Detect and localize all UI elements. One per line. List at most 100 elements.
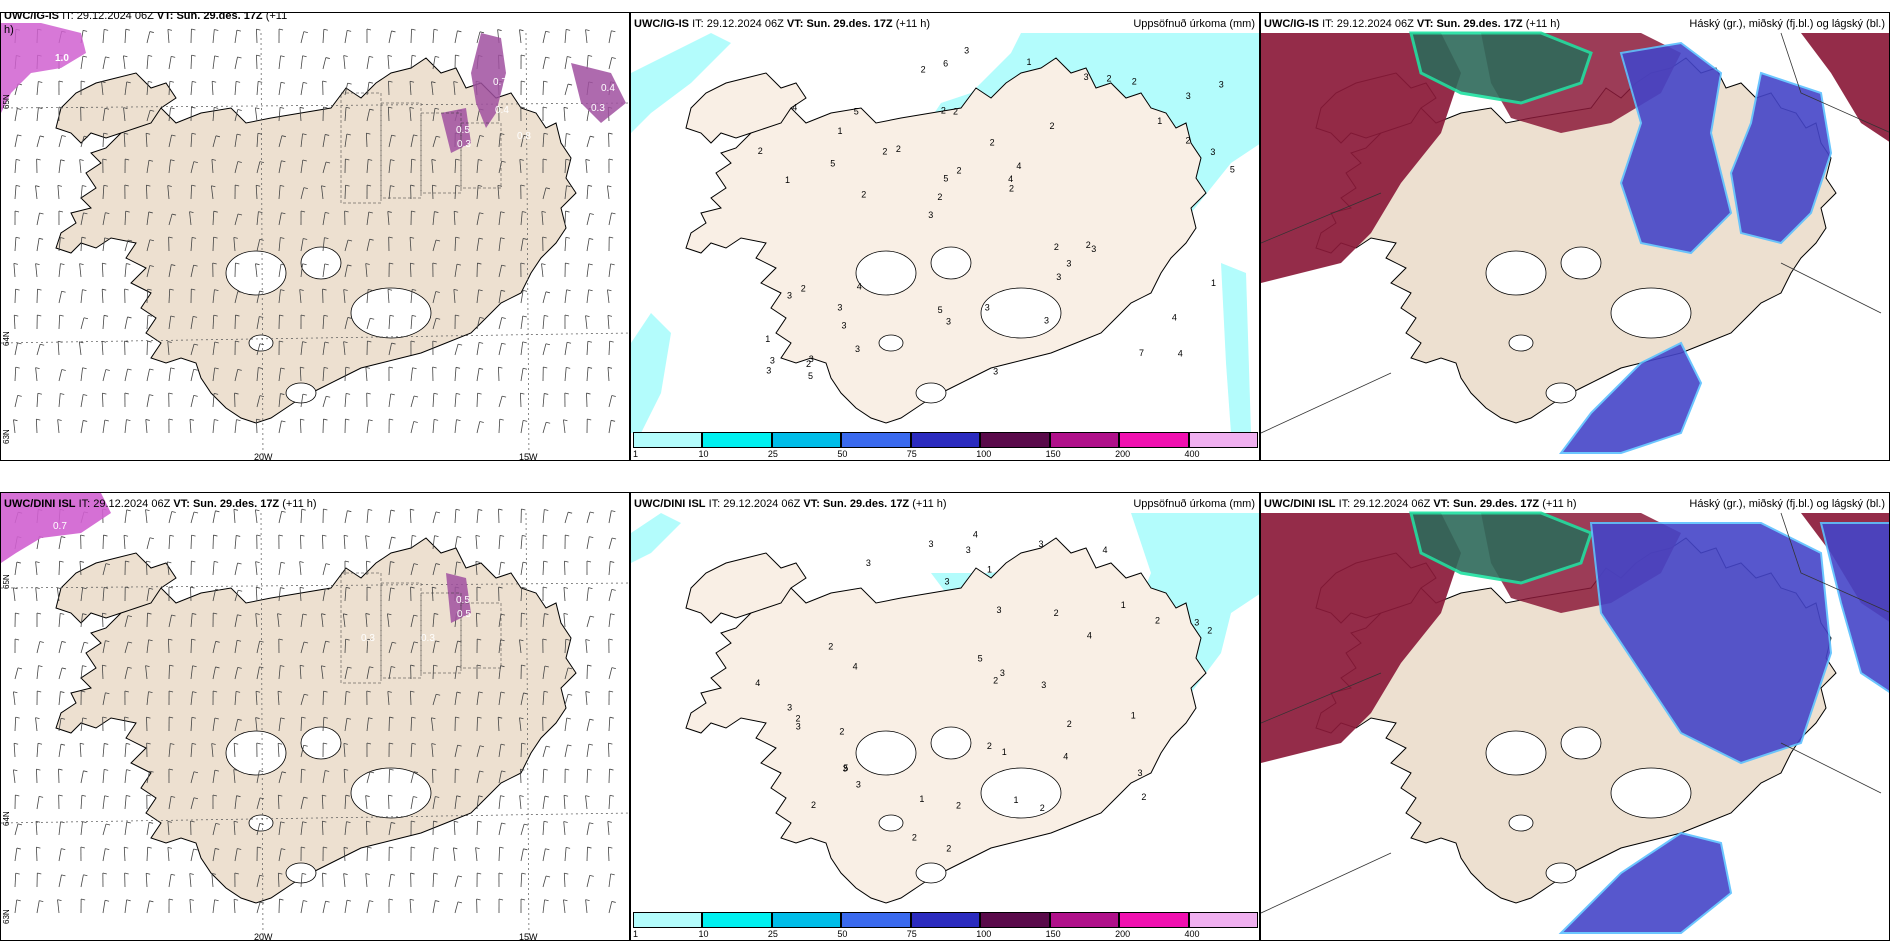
- wind-barb-flag: [211, 158, 217, 161]
- wind-barb: [542, 315, 545, 330]
- wind-barb: [190, 185, 193, 200]
- wind-barb-flag: [280, 81, 286, 84]
- border-line: [1261, 852, 1392, 914]
- wind-barb-flag: [523, 848, 528, 851]
- wind-barb-flag: [390, 185, 395, 187]
- wind-barb-flag: [280, 289, 285, 292]
- wind-barb-flag: [35, 185, 40, 188]
- wind-barb: [102, 587, 105, 602]
- wind-barb: [388, 30, 392, 44]
- wind-barb: [35, 185, 38, 200]
- wind-barb-flag: [125, 28, 130, 31]
- it-label: IT:: [708, 498, 721, 510]
- wind-barb: [454, 640, 458, 654]
- wind-barb-flag: [58, 80, 64, 83]
- wind-barb: [124, 509, 128, 524]
- wind-barb-flag: [300, 210, 306, 213]
- wind-barb-flag: [236, 535, 241, 537]
- wind-barb-flag: [79, 341, 84, 344]
- value-label: 1.0: [55, 53, 69, 64]
- precip-value: 2: [1049, 121, 1054, 131]
- wind-barb: [453, 211, 456, 226]
- wind-barb: [189, 419, 192, 434]
- wind-barb: [14, 562, 18, 576]
- wind-barb: [563, 107, 566, 122]
- wind-barb-flag: [213, 210, 218, 213]
- wind-barb-flag: [301, 846, 306, 849]
- wind-barb-flag: [501, 317, 506, 319]
- wind-barb-flag: [167, 185, 172, 187]
- wind-barb: [344, 317, 349, 330]
- wind-barb: [36, 289, 38, 304]
- wind-barb-flag: [343, 55, 348, 57]
- wind-barb-flag: [366, 586, 372, 589]
- wind-barb: [498, 367, 500, 382]
- wind-barb: [520, 420, 524, 434]
- wind-barb: [36, 900, 40, 914]
- wind-barb: [190, 395, 195, 408]
- wind-barb-flag: [58, 106, 63, 109]
- wind-barb-flag: [60, 393, 65, 395]
- wind-barb: [606, 185, 610, 200]
- wind-barb-flag: [476, 612, 481, 615]
- wind-barb: [278, 771, 283, 784]
- glacier: [1485, 730, 1547, 776]
- wind-barb-flag: [233, 820, 239, 823]
- wind-barb: [476, 159, 479, 174]
- precip-value: 3: [766, 365, 771, 375]
- wind-barb-flag: [457, 30, 462, 33]
- wind-barb-flag: [79, 263, 84, 265]
- wind-barb-flag: [435, 563, 440, 565]
- wind-barb: [13, 743, 16, 758]
- it-value: 29.12.2024 06Z: [1336, 18, 1414, 30]
- wind-barb-flag: [299, 586, 305, 589]
- wind-barb: [519, 29, 522, 44]
- wind-barb-flag: [611, 30, 616, 33]
- wind-barb: [322, 563, 327, 576]
- wind-barb-flag: [453, 847, 458, 850]
- wind-barb-flag: [542, 586, 548, 589]
- wind-barb-flag: [105, 212, 110, 215]
- wind-barb: [366, 509, 369, 524]
- lead-time: (+11 h): [912, 498, 947, 510]
- wind-barb: [255, 717, 258, 732]
- wind-barb-flag: [542, 638, 547, 641]
- wind-barb-flag: [259, 238, 264, 241]
- wind-barb-flag: [236, 419, 241, 421]
- wind-barb: [586, 536, 590, 550]
- wind-barb-flag: [521, 742, 526, 745]
- colorbar-tick-label: 75: [906, 449, 917, 459]
- vt-value: Sun. 29.des. 17Z: [192, 498, 280, 510]
- wind-barb-flag: [259, 822, 264, 825]
- wind-barb: [388, 536, 392, 550]
- wind-barb-flag: [192, 81, 197, 83]
- wind-barb: [564, 185, 567, 200]
- wind-barb: [322, 641, 326, 654]
- wind-barb-flag: [37, 690, 42, 693]
- wind-barb: [498, 535, 501, 550]
- wind-barb-flag: [431, 717, 436, 720]
- wind-barb: [58, 135, 63, 148]
- wind-barb-flag: [365, 535, 370, 537]
- wind-barb: [212, 135, 217, 148]
- wind-barb: [608, 263, 612, 278]
- precip-value: 1: [1013, 795, 1018, 805]
- wind-barb-flag: [479, 421, 484, 423]
- wind-map: [1, 23, 629, 460]
- wind-barb-flag: [611, 395, 616, 397]
- wind-barb: [13, 691, 16, 706]
- wind-barb-flag: [104, 28, 109, 31]
- colorbar-segment: [1119, 432, 1189, 448]
- wind-barb-flag: [366, 28, 372, 31]
- wind-barb-flag: [479, 31, 485, 34]
- wind-barb-flag: [15, 236, 21, 239]
- wind-barb-flag: [124, 846, 129, 849]
- wind-barb-flag: [457, 343, 463, 346]
- wind-barb: [101, 665, 104, 680]
- wind-barb-flag: [36, 846, 41, 849]
- wind-barb-flag: [389, 768, 394, 771]
- wind-barb-flag: [256, 586, 261, 589]
- wind-barb: [278, 212, 282, 226]
- wind-barb: [255, 419, 258, 434]
- wind-barb-flag: [15, 872, 20, 875]
